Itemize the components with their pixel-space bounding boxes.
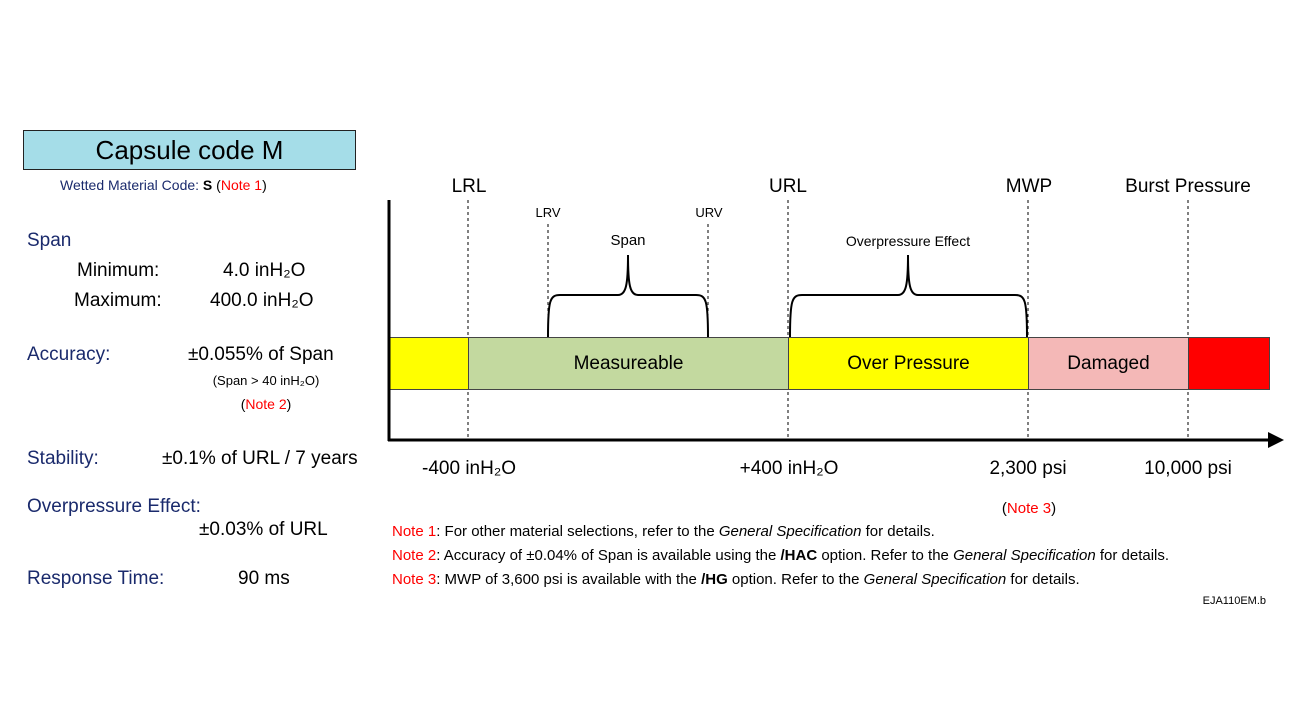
capsule-title: Capsule code M: [23, 130, 356, 170]
label-burst: Burst Pressure: [1125, 176, 1251, 197]
span-brace: [547, 254, 709, 338]
label-overpressure-effect: Overpressure Effect: [845, 233, 971, 249]
accuracy-note: (Note 2): [240, 396, 292, 412]
note-tag: Note 2: [392, 547, 437, 564]
note-1: Note 1: For other material selections, r…: [392, 523, 935, 540]
paren: ): [262, 177, 267, 193]
label-mwp: MWP: [1005, 176, 1053, 197]
wetted-material: Wetted Material Code: S (Note 1): [60, 177, 267, 193]
note-ref: Note 3: [1006, 500, 1052, 517]
note-text: for details.: [1006, 571, 1080, 588]
label-url: URL: [768, 176, 808, 197]
label-span: Span: [610, 232, 646, 249]
tick-mwp: 2,300 psi: [989, 458, 1067, 479]
note-2: Note 2: Accuracy of ±0.04% of Span is av…: [392, 547, 1169, 564]
note-ref: Note 2: [245, 396, 287, 412]
max-label: Maximum:: [74, 290, 162, 311]
accuracy-label: Accuracy:: [27, 344, 111, 365]
wetted-code: S: [202, 177, 213, 193]
tick-url: +400 inH₂O: [739, 458, 839, 479]
overpressure-brace: [789, 254, 1028, 338]
segment-over-pressure: Over Pressure: [788, 337, 1029, 390]
note-3: Note 3: MWP of 3,600 psi is available wi…: [392, 571, 1080, 588]
note-text: : MWP of 3,600 psi is available with the: [436, 571, 702, 588]
arrowhead-icon: [1268, 432, 1284, 448]
note-tag: Note 3: [392, 571, 437, 588]
segment-zone-4: [1188, 337, 1270, 390]
note-text: option. Refer to the: [727, 571, 864, 588]
note-text: General Specification: [718, 523, 862, 540]
response-label: Response Time:: [27, 568, 165, 589]
overpressure-value: ±0.03% of URL: [199, 519, 328, 540]
note-text: for details.: [1095, 547, 1170, 564]
stability-label: Stability:: [27, 448, 99, 469]
label-lrv: LRV: [535, 205, 561, 220]
max-value: 400.0 inH₂O: [210, 290, 314, 311]
tick-burst: 10,000 psi: [1144, 458, 1232, 479]
note-text: /HAC: [780, 547, 818, 564]
note-text: General Specification: [863, 571, 1007, 588]
note-text: : For other material selections, refer t…: [436, 523, 719, 540]
note-tag: Note 1: [392, 523, 437, 540]
note-text: General Specification: [953, 547, 1096, 564]
note-text: option. Refer to the: [817, 547, 954, 564]
note-text: /HG: [701, 571, 728, 588]
response-value: 90 ms: [238, 568, 290, 589]
overpressure-label: Overpressure Effect:: [27, 496, 201, 517]
min-label: Minimum:: [77, 260, 160, 281]
note-ref: Note 1: [220, 177, 263, 193]
accuracy-value: ±0.055% of Span: [188, 344, 334, 365]
segment-damaged: Damaged: [1028, 337, 1189, 390]
label-urv: URV: [695, 205, 723, 220]
accuracy-condition: (Span > 40 inH₂O): [212, 373, 320, 388]
span-label: Span: [27, 230, 72, 251]
stability-value: ±0.1% of URL / 7 years: [162, 448, 358, 469]
paren: (: [212, 177, 221, 193]
wetted-label: Wetted Material Code:: [60, 177, 203, 193]
label-lrl: LRL: [451, 176, 487, 197]
note-text: : Accuracy of ±0.04% of Span is availabl…: [436, 547, 781, 564]
min-value: 4.0 inH₂O: [223, 260, 306, 281]
doc-id: EJA110EM.b: [1202, 595, 1266, 607]
tick-lrl: -400 inH₂O: [422, 458, 516, 479]
note3-ref: (Note 3): [1001, 500, 1057, 517]
segment-measureable: Measureable: [468, 337, 789, 390]
note-text: for details.: [861, 523, 935, 540]
